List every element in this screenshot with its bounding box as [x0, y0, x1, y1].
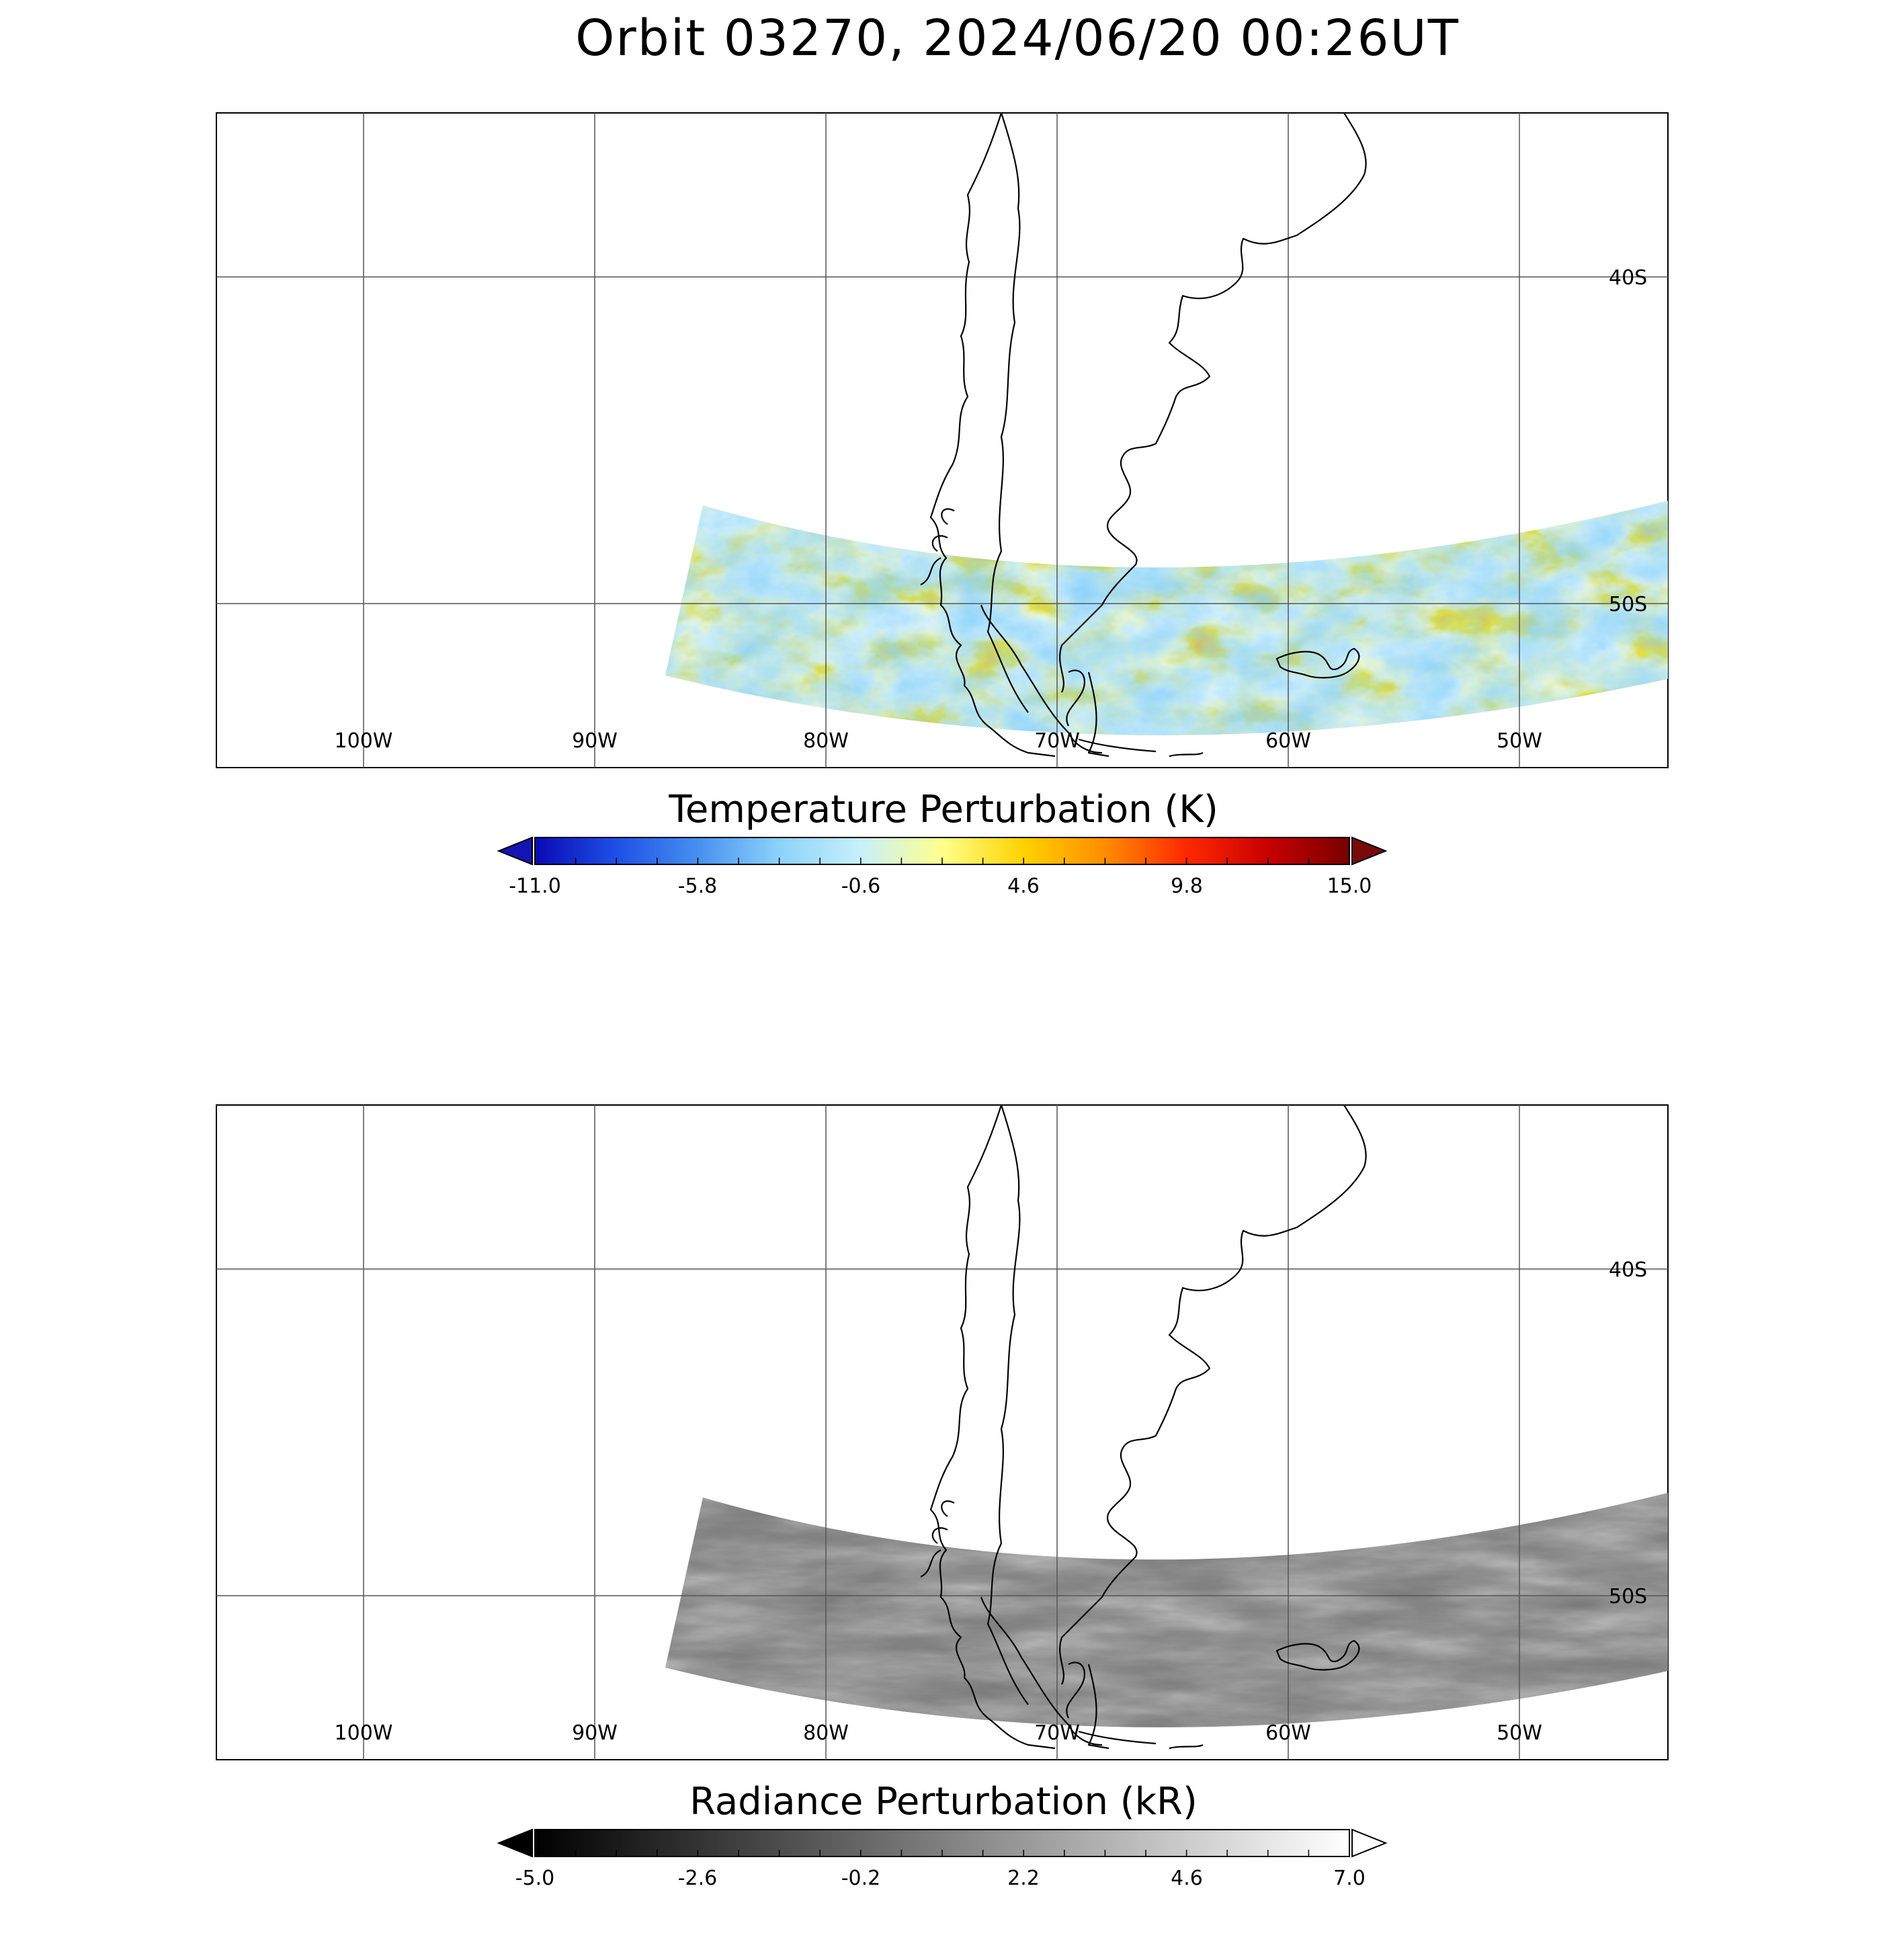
- lon-label: 60W: [1265, 1721, 1311, 1745]
- lon-label: 60W: [1265, 729, 1311, 753]
- colorbar-tick-label: -5.0: [515, 1867, 555, 1890]
- colorbar-tick-label: 9.8: [1171, 874, 1203, 898]
- lat-label: 40S: [1609, 1258, 1647, 1282]
- colorbar-title-text: Temperature Perturbation (K): [669, 788, 1218, 831]
- radiance-colorbar-title: Radiance Perturbation (kR): [0, 1780, 1887, 1824]
- colorbar-over-arrow: [1351, 836, 1388, 866]
- lon-label: 80W: [803, 1721, 849, 1745]
- lon-label: 100W: [335, 1721, 393, 1745]
- lat-label: 50S: [1609, 593, 1647, 616]
- colorbar-ticks: -5.0 -2.6 -0.2 2.2 4.6 7.0: [515, 1867, 1366, 1890]
- colorbar-tick-label: -5.8: [678, 874, 718, 898]
- colorbar-over-arrow: [1351, 1828, 1388, 1858]
- colorbar-tick-label: -0.6: [841, 874, 881, 898]
- lon-label: 90W: [572, 1721, 618, 1745]
- page-title: Orbit 03270, 2024/06/20 00:26UT: [0, 9, 1887, 67]
- colorbar-tick-label: 15.0: [1327, 874, 1372, 898]
- temperature-colorbar-title: Temperature Perturbation (K): [0, 788, 1887, 831]
- graticule: [216, 113, 1668, 768]
- radiance-colorbar: -5.0 -2.6 -0.2 2.2 4.6 7.0: [497, 1828, 1388, 1890]
- colorbar-tick-label: -0.2: [841, 1867, 881, 1890]
- colorbar-tick-label: -2.6: [678, 1867, 718, 1890]
- lon-label: 50W: [1497, 1721, 1542, 1745]
- temperature-map-panel: 100W 90W 80W 70W 60W 50W 40S 50S: [216, 112, 1669, 768]
- colorbar-ticks: -11.0 -5.8 -0.6 4.6 9.8 15.0: [509, 874, 1372, 898]
- lon-labels: 100W 90W 80W 70W 60W 50W: [335, 729, 1542, 753]
- lat-labels: 40S 50S: [1609, 1258, 1647, 1608]
- graticule: [216, 1105, 1668, 1760]
- lon-label: 70W: [1034, 729, 1080, 753]
- lon-label: 90W: [572, 729, 618, 753]
- colorbar-tick-label: 7.0: [1333, 1867, 1366, 1890]
- lon-label: 100W: [335, 729, 393, 753]
- colorbar-under-arrow: [497, 1828, 533, 1858]
- lat-label: 50S: [1609, 1585, 1647, 1608]
- colorbar-title-text: Radiance Perturbation (kR): [689, 1780, 1198, 1824]
- colorbar-under-arrow: [497, 836, 533, 866]
- lon-labels: 100W 90W 80W 70W 60W 50W: [335, 1721, 1542, 1745]
- colorbar-tick-label: -11.0: [509, 874, 561, 898]
- lon-label: 50W: [1497, 729, 1542, 753]
- lon-label: 80W: [803, 729, 849, 753]
- radiance-map-panel: 100W 90W 80W 70W 60W 50W 40S 50S: [216, 1104, 1669, 1760]
- lat-label: 40S: [1609, 266, 1647, 290]
- coastline: [920, 1105, 1367, 1750]
- colorbar-tick-label: 2.2: [1007, 1867, 1040, 1890]
- lat-labels: 40S 50S: [1609, 266, 1647, 616]
- temperature-colorbar: -11.0 -5.8 -0.6 4.6 9.8 15.0: [497, 836, 1388, 898]
- coastline: [920, 113, 1367, 758]
- colorbar-tick-label: 4.6: [1171, 1867, 1203, 1890]
- lon-label: 70W: [1034, 1721, 1080, 1745]
- colorbar-tick-label: 4.6: [1007, 874, 1040, 898]
- title-text: Orbit 03270, 2024/06/20 00:26UT: [575, 9, 1460, 67]
